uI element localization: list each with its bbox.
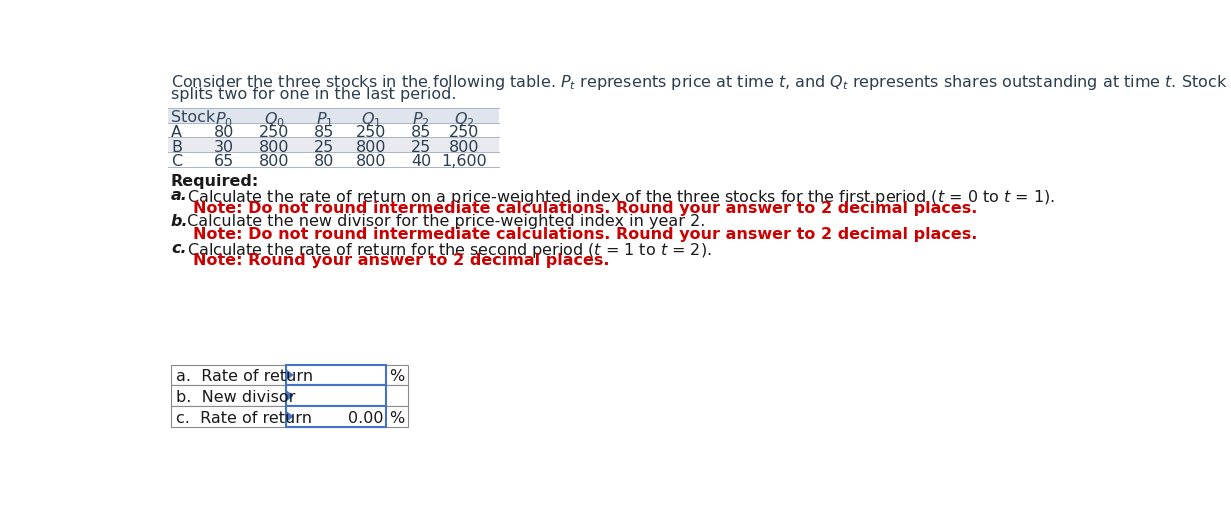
Text: 25: 25 xyxy=(411,140,431,155)
Text: 1,600: 1,600 xyxy=(441,154,486,169)
Text: 30: 30 xyxy=(213,140,234,155)
Text: b.: b. xyxy=(171,214,188,230)
Text: 80: 80 xyxy=(314,154,335,169)
Text: $Q_0$: $Q_0$ xyxy=(263,110,284,129)
Text: c.  Rate of return: c. Rate of return xyxy=(176,411,311,426)
Bar xyxy=(171,385,407,406)
Text: Note: Round your answer to 2 decimal places.: Note: Round your answer to 2 decimal pla… xyxy=(192,253,609,268)
Text: $Q_2$: $Q_2$ xyxy=(453,110,474,129)
Polygon shape xyxy=(287,391,293,400)
Text: Calculate the rate of return for the second period ($t$ = 1 to $t$ = 2).: Calculate the rate of return for the sec… xyxy=(182,240,712,260)
Text: 800: 800 xyxy=(259,140,289,155)
Text: Calculate the new divisor for the price-weighted index in year 2.: Calculate the new divisor for the price-… xyxy=(182,214,705,230)
Text: 85: 85 xyxy=(411,125,431,140)
Bar xyxy=(167,152,499,167)
Polygon shape xyxy=(287,412,293,421)
Text: 40: 40 xyxy=(411,154,431,169)
Text: $P_1$: $P_1$ xyxy=(315,110,334,129)
Bar xyxy=(286,385,387,406)
Text: %: % xyxy=(389,411,405,426)
Text: B: B xyxy=(171,140,182,155)
Text: b.  New divisor: b. New divisor xyxy=(176,390,295,405)
Text: Consider the three stocks in the following table. $P_t$ represents price at time: Consider the three stocks in the followi… xyxy=(171,73,1231,92)
Text: c.: c. xyxy=(171,240,187,255)
Text: 80: 80 xyxy=(213,125,234,140)
Text: 250: 250 xyxy=(259,125,289,140)
Text: 250: 250 xyxy=(356,125,387,140)
Text: 800: 800 xyxy=(356,140,387,155)
Text: Calculate the rate of return on a price-weighted index of the three stocks for t: Calculate the rate of return on a price-… xyxy=(182,188,1055,207)
Bar xyxy=(171,406,407,427)
Text: Note: Do not round intermediate calculations. Round your answer to 2 decimal pla: Note: Do not round intermediate calculat… xyxy=(192,227,977,241)
Bar xyxy=(167,137,499,152)
Bar xyxy=(286,364,387,385)
Text: 65: 65 xyxy=(213,154,234,169)
Text: 250: 250 xyxy=(448,125,479,140)
Bar xyxy=(167,108,499,123)
Text: Note: Do not round intermediate calculations. Round your answer to 2 decimal pla: Note: Do not round intermediate calculat… xyxy=(192,201,977,216)
Bar xyxy=(286,406,387,427)
Text: $Q_1$: $Q_1$ xyxy=(361,110,382,129)
Text: C: C xyxy=(171,154,182,169)
Text: A: A xyxy=(171,125,182,140)
Bar xyxy=(167,123,499,137)
Polygon shape xyxy=(287,370,293,380)
Text: a.  Rate of return: a. Rate of return xyxy=(176,369,313,384)
Bar xyxy=(171,364,407,385)
Text: $P_0$: $P_0$ xyxy=(214,110,233,129)
Text: Stock: Stock xyxy=(171,110,215,125)
Text: 85: 85 xyxy=(314,125,335,140)
Text: 800: 800 xyxy=(259,154,289,169)
Text: 800: 800 xyxy=(356,154,387,169)
Text: 0.00: 0.00 xyxy=(348,411,383,426)
Text: splits two for one in the last period.: splits two for one in the last period. xyxy=(171,87,457,102)
Text: Required:: Required: xyxy=(171,173,260,188)
Text: a.: a. xyxy=(171,188,188,203)
Text: $P_2$: $P_2$ xyxy=(412,110,430,129)
Text: 25: 25 xyxy=(314,140,335,155)
Text: 800: 800 xyxy=(448,140,479,155)
Text: %: % xyxy=(389,369,405,384)
